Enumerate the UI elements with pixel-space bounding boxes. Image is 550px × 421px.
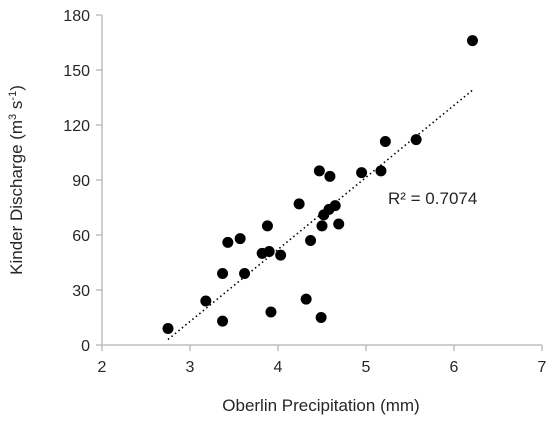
data-point [222, 236, 234, 248]
y-tick-label: 60 [72, 228, 90, 245]
y-axis-ticks: 0 30 60 90 120 150 180 [63, 8, 102, 355]
x-tick-label: 4 [274, 359, 283, 376]
x-axis-ticks: 2 3 4 5 6 7 [98, 345, 547, 376]
data-point [466, 35, 478, 47]
y-tick-label: 30 [72, 283, 90, 300]
x-tick-label: 7 [538, 359, 547, 376]
y-tick-label: 180 [63, 8, 90, 25]
data-point [234, 233, 246, 245]
data-point [265, 306, 277, 318]
data-point [410, 134, 422, 146]
data-point [200, 295, 212, 307]
data-point [300, 293, 312, 305]
y-axis-title-sup2: -1 [7, 91, 19, 101]
data-point [217, 315, 229, 327]
data-point [305, 235, 317, 246]
data-point [261, 220, 273, 232]
y-axis-title-mid: s [7, 101, 26, 114]
data-point [316, 220, 328, 232]
y-axis-title-end: ) [7, 85, 26, 91]
y-axis-title: Kinder Discharge (m3 s-1) [7, 85, 26, 275]
r-squared-annotation: R² = 0.7074 [388, 189, 477, 208]
data-point [315, 312, 327, 323]
data-point [162, 323, 174, 334]
data-point [217, 268, 229, 279]
y-tick-label: 90 [72, 173, 90, 190]
x-tick-label: 6 [450, 359, 459, 376]
data-points [162, 35, 478, 334]
y-tick-label: 120 [63, 118, 90, 135]
x-tick-label: 3 [186, 359, 195, 376]
y-axis-title-main: Kinder Discharge (m [7, 120, 26, 275]
data-point [313, 165, 325, 177]
x-axis-title: Oberlin Precipitation (mm) [222, 396, 419, 415]
data-point [263, 246, 275, 257]
y-axis-title-sup1: 3 [7, 114, 19, 120]
data-point [293, 198, 305, 210]
x-tick-label: 5 [362, 359, 371, 376]
data-point [333, 218, 345, 230]
data-point [239, 268, 251, 279]
data-point [379, 136, 391, 147]
y-tick-label: 0 [81, 338, 90, 355]
data-point [329, 200, 341, 212]
data-point [275, 249, 287, 261]
data-point [375, 165, 387, 177]
y-tick-label: 150 [63, 63, 90, 80]
data-point [356, 167, 368, 179]
data-point [324, 170, 336, 182]
x-tick-label: 2 [98, 359, 107, 376]
